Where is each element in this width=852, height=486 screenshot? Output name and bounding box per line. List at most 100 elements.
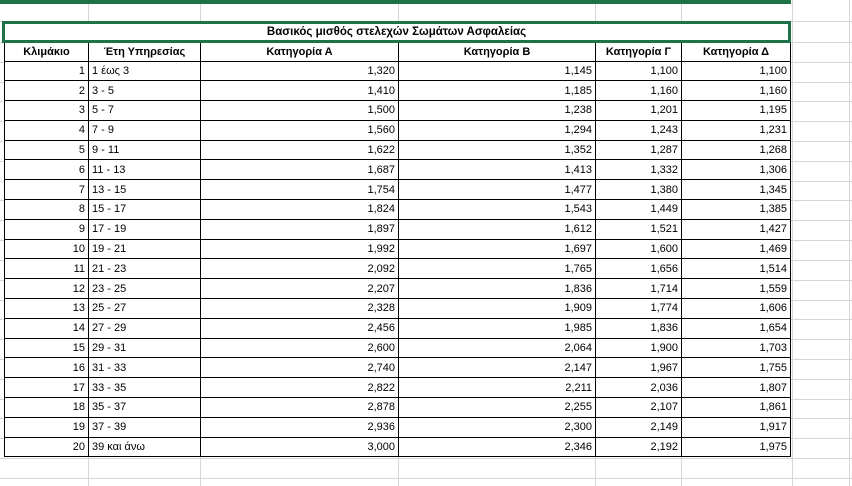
cell-klimakio[interactable]: 15 — [4, 337, 89, 359]
cell-category-d[interactable]: 1,559 — [681, 278, 791, 300]
cell-category-c[interactable]: 2,192 — [595, 436, 682, 458]
cell-category-c[interactable]: 1,521 — [595, 218, 682, 240]
cell-category-d[interactable]: 1,755 — [681, 357, 791, 379]
cell-years[interactable]: 3 - 5 — [88, 80, 201, 102]
cell-years[interactable]: 7 - 9 — [88, 119, 201, 141]
cell-category-b[interactable]: 1,413 — [398, 159, 596, 181]
cell-category-a[interactable]: 1,992 — [200, 238, 399, 260]
cell-category-d[interactable]: 1,231 — [681, 119, 791, 141]
cell-category-c[interactable]: 1,160 — [595, 80, 682, 102]
cell-category-a[interactable]: 1,897 — [200, 218, 399, 240]
cell-category-d[interactable]: 1,861 — [681, 397, 791, 418]
cell-category-a[interactable]: 3,000 — [200, 436, 399, 458]
cell-category-b[interactable]: 1,185 — [398, 80, 596, 102]
cell-category-c[interactable]: 1,332 — [595, 159, 682, 181]
cell-category-a[interactable]: 1,824 — [200, 199, 399, 220]
col-header-category-d[interactable]: Κατηγορία Δ — [681, 43, 791, 62]
cell-category-a[interactable]: 2,822 — [200, 377, 399, 399]
cell-klimakio[interactable]: 14 — [4, 317, 89, 339]
cell-category-b[interactable]: 2,147 — [398, 357, 596, 379]
cell-category-b[interactable]: 1,909 — [398, 298, 596, 319]
cell-klimakio[interactable]: 7 — [4, 179, 89, 201]
cell-category-b[interactable]: 1,352 — [398, 139, 596, 161]
cell-category-c[interactable]: 1,656 — [595, 258, 682, 280]
cell-category-d[interactable]: 1,195 — [681, 100, 791, 121]
col-header-category-a[interactable]: Κατηγορία Α — [200, 43, 399, 62]
cell-category-d[interactable]: 1,385 — [681, 199, 791, 220]
cell-category-d[interactable]: 1,606 — [681, 298, 791, 319]
cell-klimakio[interactable]: 4 — [4, 119, 89, 141]
cell-klimakio[interactable]: 3 — [4, 100, 89, 121]
cell-years[interactable]: 15 - 17 — [88, 199, 201, 220]
title-cell[interactable]: Βασικός μισθός στελεχών Σωμάτων Ασφαλεία… — [2, 21, 791, 43]
cell-klimakio[interactable]: 13 — [4, 298, 89, 319]
cell-category-c[interactable]: 1,774 — [595, 298, 682, 319]
cell-category-c[interactable]: 2,149 — [595, 416, 682, 438]
cell-category-a[interactable]: 1,500 — [200, 100, 399, 121]
cell-category-b[interactable]: 2,064 — [398, 337, 596, 359]
cell-category-a[interactable]: 2,878 — [200, 397, 399, 418]
cell-klimakio[interactable]: 18 — [4, 397, 89, 418]
cell-category-a[interactable]: 1,320 — [200, 60, 399, 82]
cell-klimakio[interactable]: 12 — [4, 278, 89, 300]
cell-category-a[interactable]: 2,092 — [200, 258, 399, 280]
cell-klimakio[interactable]: 16 — [4, 357, 89, 379]
cell-years[interactable]: 33 - 35 — [88, 377, 201, 399]
cell-klimakio[interactable]: 1 — [4, 60, 89, 82]
cell-category-c[interactable]: 1,600 — [595, 238, 682, 260]
cell-category-d[interactable]: 1,917 — [681, 416, 791, 438]
cell-category-a[interactable]: 1,560 — [200, 119, 399, 141]
cell-category-c[interactable]: 1,243 — [595, 119, 682, 141]
cell-klimakio[interactable]: 10 — [4, 238, 89, 260]
cell-years[interactable]: 29 - 31 — [88, 337, 201, 359]
cell-category-b[interactable]: 1,612 — [398, 218, 596, 240]
cell-years[interactable]: 21 - 23 — [88, 258, 201, 280]
cell-category-c[interactable]: 1,201 — [595, 100, 682, 121]
cell-years[interactable]: 19 - 21 — [88, 238, 201, 260]
cell-klimakio[interactable]: 20 — [4, 436, 89, 458]
cell-years[interactable]: 5 - 7 — [88, 100, 201, 121]
cell-klimakio[interactable]: 2 — [4, 80, 89, 102]
cell-klimakio[interactable]: 8 — [4, 199, 89, 220]
cell-category-a[interactable]: 2,740 — [200, 357, 399, 379]
cell-years[interactable]: 23 - 25 — [88, 278, 201, 300]
cell-category-b[interactable]: 1,985 — [398, 317, 596, 339]
cell-years[interactable]: 1 έως 3 — [88, 60, 201, 82]
cell-years[interactable]: 27 - 29 — [88, 317, 201, 339]
cell-klimakio[interactable]: 9 — [4, 218, 89, 240]
cell-category-b[interactable]: 1,294 — [398, 119, 596, 141]
cell-category-c[interactable]: 1,967 — [595, 357, 682, 379]
cell-category-d[interactable]: 1,514 — [681, 258, 791, 280]
col-header-years[interactable]: Έτη Υπηρεσίας — [88, 43, 201, 62]
cell-category-b[interactable]: 1,543 — [398, 199, 596, 220]
cell-category-a[interactable]: 1,622 — [200, 139, 399, 161]
cell-category-d[interactable]: 1,975 — [681, 436, 791, 458]
cell-category-c[interactable]: 1,714 — [595, 278, 682, 300]
cell-category-d[interactable]: 1,703 — [681, 337, 791, 359]
cell-category-b[interactable]: 1,765 — [398, 258, 596, 280]
cell-category-d[interactable]: 1,100 — [681, 60, 791, 82]
cell-category-c[interactable]: 1,449 — [595, 199, 682, 220]
cell-years[interactable]: 13 - 15 — [88, 179, 201, 201]
cell-category-d[interactable]: 1,807 — [681, 377, 791, 399]
col-header-category-b[interactable]: Κατηγορία Β — [398, 43, 596, 62]
cell-years[interactable]: 31 - 33 — [88, 357, 201, 379]
cell-years[interactable]: 35 - 37 — [88, 397, 201, 418]
cell-category-b[interactable]: 2,211 — [398, 377, 596, 399]
cell-category-a[interactable]: 2,328 — [200, 298, 399, 319]
cell-category-c[interactable]: 1,380 — [595, 179, 682, 201]
cell-category-d[interactable]: 1,160 — [681, 80, 791, 102]
cell-category-b[interactable]: 1,145 — [398, 60, 596, 82]
cell-category-a[interactable]: 2,936 — [200, 416, 399, 438]
cell-category-b[interactable]: 2,255 — [398, 397, 596, 418]
cell-category-c[interactable]: 1,836 — [595, 317, 682, 339]
cell-years[interactable]: 11 - 13 — [88, 159, 201, 181]
cell-category-a[interactable]: 2,600 — [200, 337, 399, 359]
cell-years[interactable]: 25 - 27 — [88, 298, 201, 319]
cell-klimakio[interactable]: 17 — [4, 377, 89, 399]
cell-klimakio[interactable]: 11 — [4, 258, 89, 280]
cell-category-a[interactable]: 2,207 — [200, 278, 399, 300]
cell-klimakio[interactable]: 6 — [4, 159, 89, 181]
cell-klimakio[interactable]: 19 — [4, 416, 89, 438]
cell-category-b[interactable]: 2,346 — [398, 436, 596, 458]
